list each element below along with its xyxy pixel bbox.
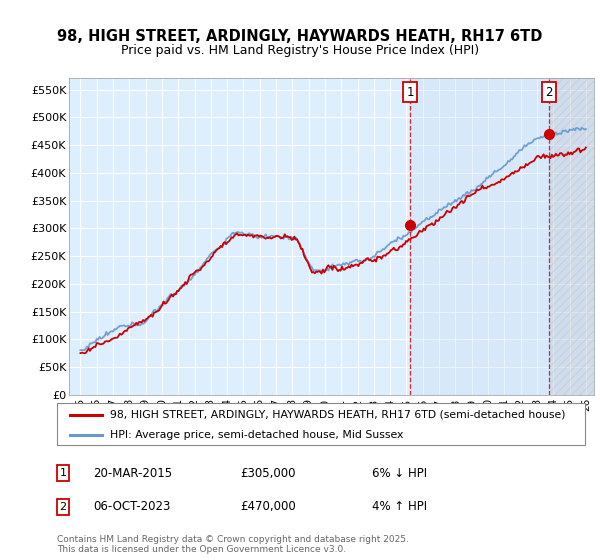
Bar <box>550 78 594 395</box>
Text: £470,000: £470,000 <box>240 500 296 514</box>
Text: 2: 2 <box>59 502 67 512</box>
Text: £305,000: £305,000 <box>240 466 296 480</box>
Text: 20-MAR-2015: 20-MAR-2015 <box>93 466 172 480</box>
FancyBboxPatch shape <box>57 403 585 445</box>
Text: 06-OCT-2023: 06-OCT-2023 <box>93 500 170 514</box>
Text: 98, HIGH STREET, ARDINGLY, HAYWARDS HEATH, RH17 6TD (semi-detached house): 98, HIGH STREET, ARDINGLY, HAYWARDS HEAT… <box>110 410 565 420</box>
Text: 2: 2 <box>545 86 553 99</box>
Text: 98, HIGH STREET, ARDINGLY, HAYWARDS HEATH, RH17 6TD: 98, HIGH STREET, ARDINGLY, HAYWARDS HEAT… <box>58 29 542 44</box>
Text: 1: 1 <box>59 468 67 478</box>
Text: Contains HM Land Registry data © Crown copyright and database right 2025.
This d: Contains HM Land Registry data © Crown c… <box>57 535 409 554</box>
Text: 1: 1 <box>406 86 413 99</box>
Text: Price paid vs. HM Land Registry's House Price Index (HPI): Price paid vs. HM Land Registry's House … <box>121 44 479 57</box>
Text: HPI: Average price, semi-detached house, Mid Sussex: HPI: Average price, semi-detached house,… <box>110 430 403 440</box>
Text: 6% ↓ HPI: 6% ↓ HPI <box>372 466 427 480</box>
Bar <box>410 78 594 395</box>
Text: 4% ↑ HPI: 4% ↑ HPI <box>372 500 427 514</box>
